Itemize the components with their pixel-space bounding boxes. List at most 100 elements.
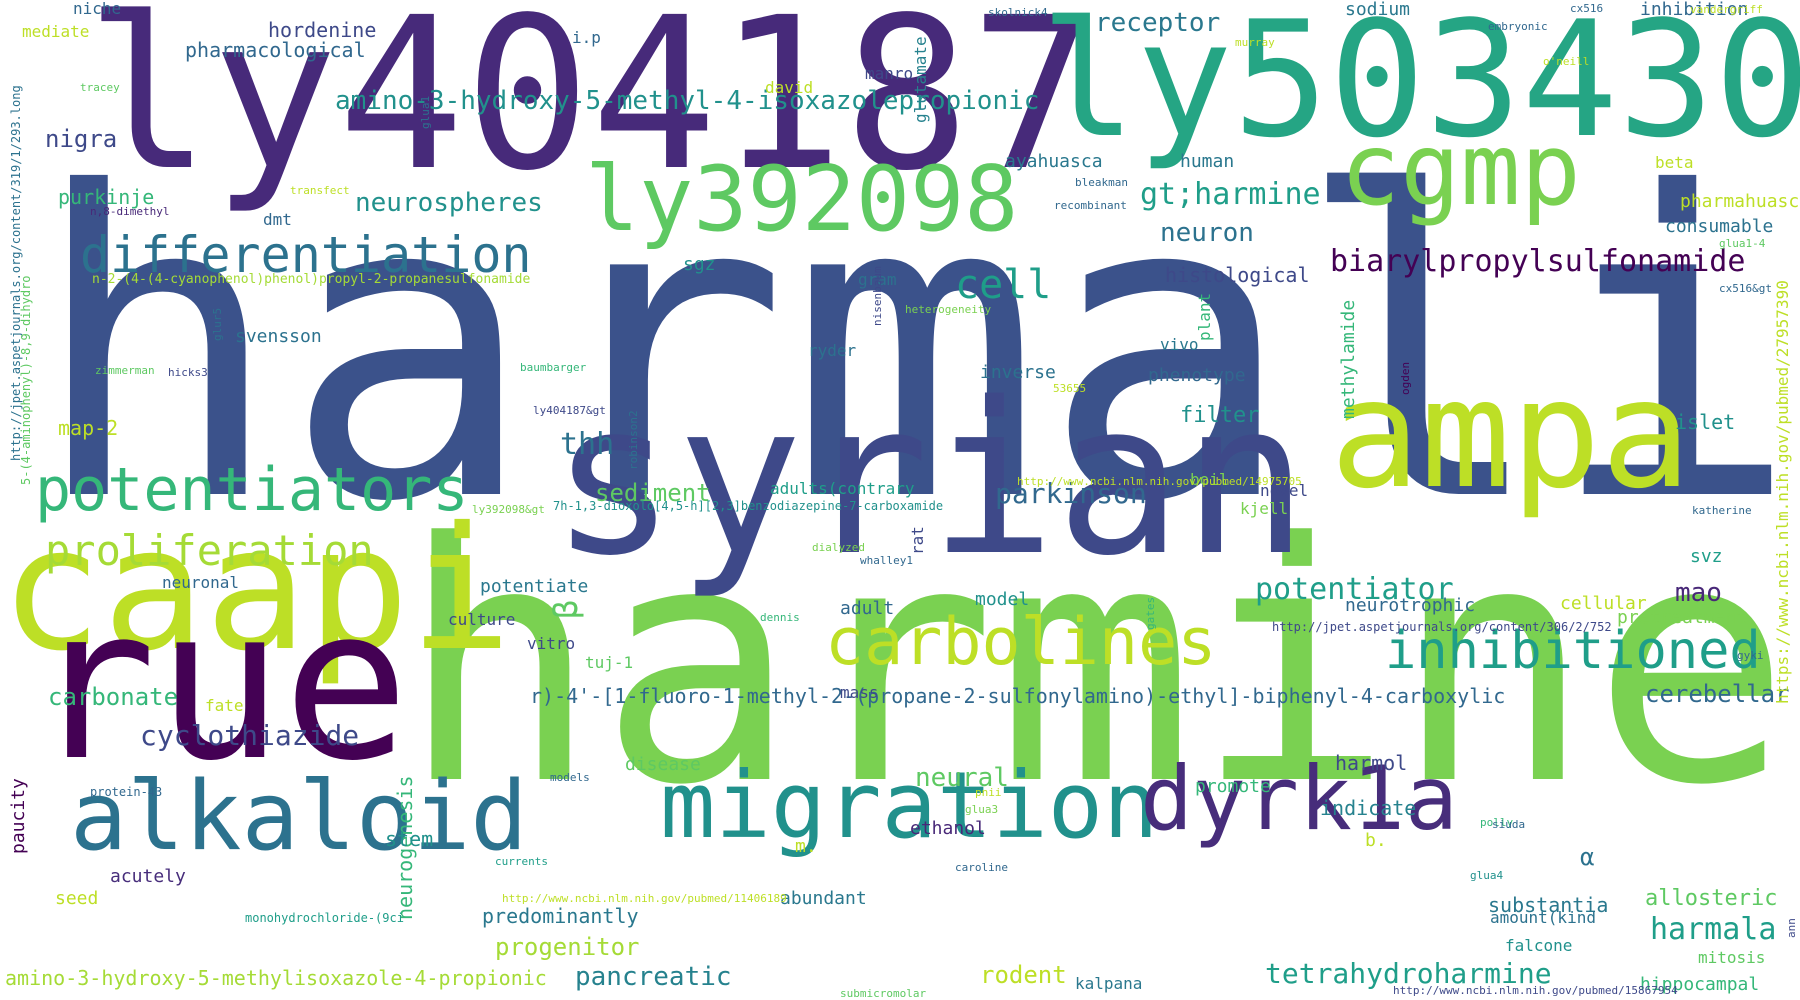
word-potentiator: potentiator [1255, 572, 1454, 607]
word-parkinson: parkinson [995, 477, 1147, 510]
word-dennis: dennis [760, 611, 800, 624]
word-gt-harmine: gt;harmine [1140, 177, 1321, 212]
word-currents: currents [495, 855, 548, 868]
word-plant: plant [1195, 292, 1214, 341]
word-dmt: dmt [263, 210, 292, 229]
word-neural: neural [915, 763, 1009, 793]
word-novel: novel [1260, 481, 1309, 500]
word-hordenine: hordenine [268, 18, 377, 42]
word-glua3: glua3 [965, 803, 999, 816]
word-harmol: harmol [1335, 751, 1408, 775]
word-glua1-4: glua1-4 [1719, 237, 1766, 250]
word-promote: promote [1195, 776, 1271, 797]
word-bleakman: bleakman [1075, 176, 1128, 189]
word-url-jpet-306: http://jpet.aspetjournals.org/content/30… [1272, 620, 1612, 634]
word-katherine: katherine [1692, 504, 1752, 517]
word-amino-isoxazole-propionic: amino-3-hydroxy-5-methylisoxazole-4-prop… [5, 966, 547, 990]
word-substantia: substantia [1488, 893, 1609, 917]
word-hicks3: hicks3 [168, 366, 208, 379]
word-nigra: nigra [45, 125, 118, 153]
word-kalpana: kalpana [1075, 974, 1143, 993]
word-pharmahuasca: pharmahuasca [1680, 191, 1800, 212]
word-protein-43: protein-43 [90, 785, 163, 799]
word-neuronal: neuronal [162, 573, 240, 592]
word-hippocampal: hippocampal [1640, 974, 1760, 995]
word-monohydrochloride: monohydrochloride-(9ci [245, 911, 404, 925]
word-indicate: indicate [1320, 796, 1417, 820]
word-harmaline: harmaline [30, 105, 1800, 594]
word-nisenbaum: nisenbaum [871, 266, 884, 326]
word-consumable: consumable [1665, 216, 1774, 237]
word-mass: mass [840, 683, 879, 702]
word-disease: disease [625, 754, 701, 775]
word-culture: culture [448, 610, 516, 629]
word-ayahuasca: ayahuasca [1005, 151, 1103, 172]
word-acutely: acutely [110, 866, 186, 887]
word-syrian: syrian [550, 357, 1309, 602]
word-gyki: gyki [1737, 649, 1764, 662]
word-migration: migration [660, 752, 1159, 859]
word-dyrk1a: dyrk1a [1140, 747, 1458, 850]
word-beta: beta [1655, 153, 1694, 172]
word-ogden: ogden [1399, 361, 1412, 395]
word-svz: svz [1690, 546, 1723, 567]
word-purkinje: purkinje [58, 185, 155, 209]
word-pancreatic: pancreatic [575, 962, 732, 992]
word-recombinant: recombinant [1054, 199, 1127, 212]
word-benzodiazepine-carboxamide: 7h-1,3-dioxolo[4,5-h][2,3]benzodiazepine… [553, 499, 944, 513]
word-adult: adult [840, 598, 895, 619]
word-thh: thh [560, 427, 615, 462]
word-glutamate: glutamate [911, 36, 930, 123]
word-url-pubmed-14975705: http://www.ncbi.nlm.nih.gov/pubmed/14975… [1017, 475, 1302, 488]
word-tetrahydroharmine: tetrahydroharmine [1265, 957, 1552, 990]
word-potentiators: potentiators [35, 455, 469, 525]
word-allosteric: allosteric [1645, 886, 1778, 911]
word-vandergriff: vandergriff [1690, 3, 1763, 16]
word-inhibition: inhibition [1640, 0, 1749, 20]
word-alpha: α [1580, 843, 1595, 871]
word-ly503430: ly503430 [1040, 0, 1800, 173]
word-amino-isoxazolepropionic: amino-3-hydroxy-5-methyl-4-isoxazoleprop… [335, 86, 1040, 116]
word-boil: boil [1190, 470, 1229, 489]
word-vivo: vivo [1160, 335, 1199, 354]
word-rat: rat [908, 526, 927, 555]
word-filter: filter [1180, 403, 1260, 428]
word-transfect: transfect [290, 184, 350, 197]
word-human: human [1180, 151, 1235, 172]
word-submicromolar: submicromolar [840, 987, 927, 1000]
word-david: david [765, 78, 814, 97]
word-cx516-gt: cx516&gt [1719, 282, 1772, 295]
word-glua4: glua4 [1470, 869, 1504, 882]
word-ly392098-gt: ly392098&gt [472, 503, 545, 516]
word-abundant: abundant [780, 888, 867, 909]
word-pnii: pnii [975, 786, 1002, 799]
word-seed: seed [55, 888, 99, 909]
word-biphenyl-carboxylic: r)-4'-[1-fluoro-1-methyl-2-(propane-2-su… [530, 684, 1506, 708]
word-aminophenyl-dihydro: 5-(4-aminophenyl)-8,9-dihydro [19, 275, 33, 485]
word-adults-contrary: adults(contrary [770, 479, 915, 498]
word-vitro: vitro [527, 634, 576, 653]
word-siuda: siuda [1492, 818, 1526, 831]
word-ly404187-gt: ly404187&gt [533, 404, 606, 417]
word-m: m. [795, 836, 817, 857]
word-baumbarger: baumbarger [520, 361, 587, 374]
word-skolnick4: skolnick4 [988, 6, 1048, 19]
word-ryder: ryder [808, 341, 857, 360]
word-cx516: cx516 [1570, 2, 1604, 15]
word-ethanol: ethanol [910, 818, 986, 839]
word-histological: histological [1165, 263, 1310, 287]
word-inverse: inverse [980, 362, 1056, 383]
word-rodent: rodent [980, 961, 1067, 989]
word-url-pubmed-27957390: https://www.ncbi.nlm.nih.gov/pubmed/2795… [1773, 280, 1792, 704]
word-glur5: glur5 [211, 307, 224, 341]
word-amount-kind: amount(kind [1490, 908, 1596, 927]
word-neurotrophic: neurotrophic [1345, 595, 1476, 616]
word-whalley1: whalley1 [860, 554, 913, 567]
word-neurospheres: neurospheres [355, 188, 543, 218]
word-rue: rue [30, 562, 410, 807]
word-carbonate: carbonate [48, 683, 179, 711]
word-paucity: paucity [8, 778, 29, 854]
word-polly: polly [1480, 816, 1514, 829]
word-manro: manro [865, 64, 914, 83]
